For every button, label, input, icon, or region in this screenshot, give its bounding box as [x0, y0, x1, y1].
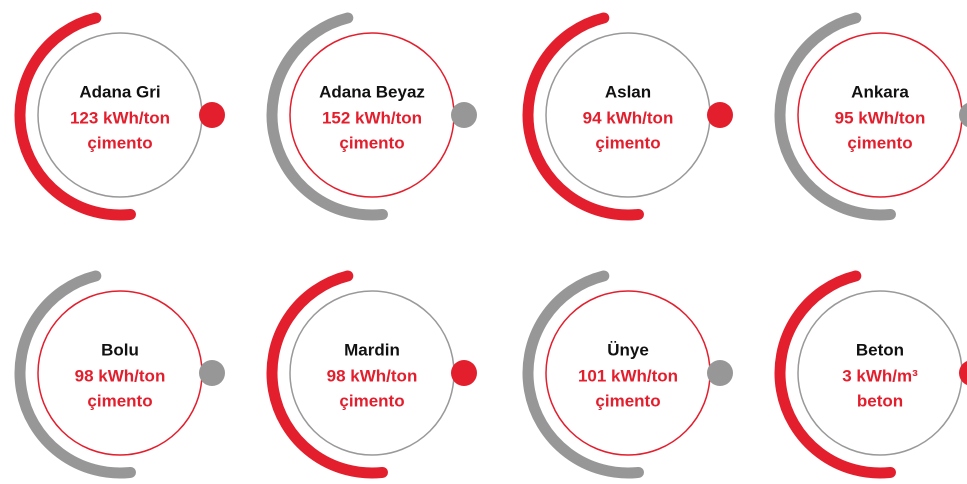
accent-arc: [14, 270, 136, 479]
plant-card: Adana Beyaz 152 kWh/ton çimento: [266, 12, 477, 221]
plant-name: Ünye: [607, 340, 649, 359]
plant-card: Aslan 94 kWh/ton çimento: [522, 12, 733, 221]
plant-name: Beton: [856, 340, 904, 359]
plant-value: 3 kWh/m³: [842, 366, 918, 385]
accent-arc: [774, 270, 896, 479]
plant-value: 94 kWh/ton: [583, 108, 674, 127]
plant-value: 98 kWh/ton: [327, 366, 418, 385]
indicator-dot: [451, 360, 477, 386]
plant-card: Ünye 101 kWh/ton çimento: [522, 270, 733, 479]
accent-arc: [522, 12, 644, 221]
accent-arc: [14, 12, 136, 221]
indicator-dot: [707, 102, 733, 128]
plant-card: Ankara 95 kWh/ton çimento: [774, 12, 967, 221]
plant-value: beton: [857, 391, 903, 410]
plant-value: çimento: [847, 133, 912, 152]
plant-value: çimento: [87, 133, 152, 152]
indicator-dot: [959, 361, 967, 385]
plant-card: Beton 3 kWh/m³ beton: [774, 270, 967, 479]
plant-value: 98 kWh/ton: [75, 366, 166, 385]
plant-card: Bolu 98 kWh/ton çimento: [14, 270, 225, 479]
plant-value: çimento: [87, 391, 152, 410]
plant-name: Aslan: [605, 82, 651, 101]
indicator-dot: [199, 102, 225, 128]
plant-value: 152 kWh/ton: [322, 108, 422, 127]
accent-arc: [266, 270, 388, 479]
plant-card: Adana Gri 123 kWh/ton çimento: [14, 12, 225, 221]
plant-name: Ankara: [851, 82, 909, 101]
indicator-dot: [451, 102, 477, 128]
plant-value: çimento: [339, 133, 404, 152]
plant-value: çimento: [339, 391, 404, 410]
plant-value: çimento: [595, 391, 660, 410]
indicator-dot: [959, 103, 967, 127]
plant-value: 101 kWh/ton: [578, 366, 678, 385]
plant-value: çimento: [595, 133, 660, 152]
plant-name: Adana Beyaz: [319, 82, 425, 101]
plant-value: 95 kWh/ton: [835, 108, 926, 127]
indicator-dot: [707, 360, 733, 386]
plant-card: Mardin 98 kWh/ton çimento: [266, 270, 477, 479]
plant-name: Mardin: [344, 340, 400, 359]
plant-name: Adana Gri: [79, 82, 160, 101]
accent-arc: [522, 270, 644, 479]
indicator-dot: [199, 360, 225, 386]
accent-arc: [774, 12, 896, 221]
plant-name: Bolu: [101, 340, 139, 359]
accent-arc: [266, 12, 388, 221]
plant-value: 123 kWh/ton: [70, 108, 170, 127]
